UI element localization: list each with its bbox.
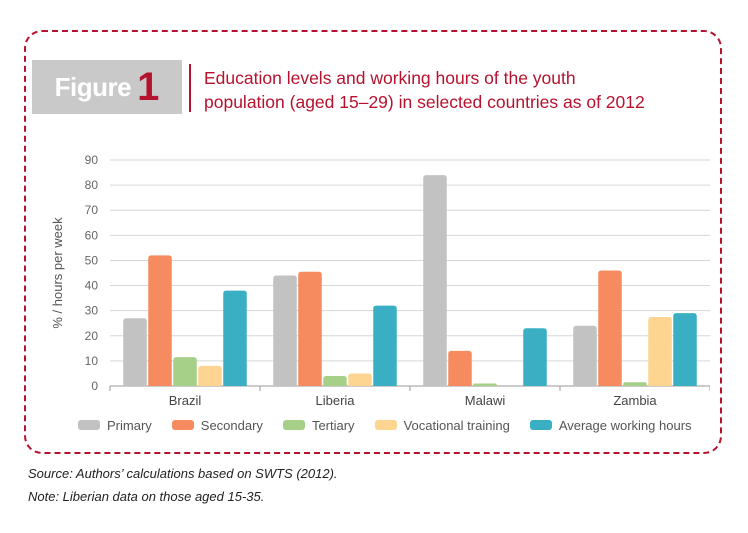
legend-item-tertiary: Tertiary — [282, 417, 355, 433]
title-divider — [189, 64, 191, 112]
legend-item-vocational-training: Vocational training — [374, 417, 510, 433]
legend-swatch-tertiary — [282, 420, 305, 430]
bar-liberia-tertiary — [323, 375, 347, 386]
y-tick-label-90: 90 — [85, 153, 99, 167]
bar-brazil-tertiary — [173, 357, 197, 386]
bar-zambia-tertiary — [623, 382, 647, 386]
bar-chart: 0 10 20 30 40 50 60 70 80 90 % / hours per week Bra… — [40, 148, 710, 448]
data-note: Note: Liberian data on those aged 15-35. — [28, 489, 265, 504]
y-tick-label-0: 0 — [91, 379, 98, 393]
x-tick-label-zambia: Zambia — [613, 393, 657, 408]
bar-malawi-tertiary — [473, 383, 497, 386]
figure-title-line-2: population (aged 15–29) in selected coun… — [204, 92, 645, 112]
legend-label-average-working-hours: Average working hours — [558, 417, 692, 433]
bar-malawi-primary — [423, 175, 447, 386]
legend-swatch-vocational-training — [374, 420, 397, 430]
legend-item-average-working-hours: Average working hours — [529, 417, 692, 433]
bar-liberia-primary — [273, 275, 297, 386]
y-tick-label-40: 40 — [85, 279, 99, 293]
y-axis-label: % / hours per week — [50, 217, 65, 329]
bar-zambia-primary — [573, 325, 597, 386]
x-tick-label-brazil: Brazil — [169, 393, 202, 408]
legend-label-primary: Primary — [107, 417, 152, 433]
bar-liberia-average-working-hours — [373, 305, 397, 386]
legend-swatch-secondary — [171, 420, 194, 430]
figure-word: Figure — [54, 71, 132, 102]
x-tick-label-liberia: Liberia — [315, 393, 355, 408]
legend-label-tertiary: Tertiary — [311, 417, 355, 433]
y-tick-label-10: 10 — [85, 354, 99, 368]
figure-frame — [24, 30, 722, 454]
bar-zambia-vocational-training — [648, 316, 672, 386]
legend-item-secondary: Secondary — [171, 417, 263, 433]
y-tick-label-50: 50 — [85, 253, 99, 267]
bar-brazil-primary — [123, 318, 147, 386]
legend-label-vocational-training: Vocational training — [403, 417, 510, 433]
figure-label: Figure 1 — [32, 60, 182, 114]
figure-number: 1 — [137, 64, 160, 109]
bar-liberia-secondary — [298, 271, 322, 386]
bar-liberia-vocational-training — [348, 373, 372, 386]
bar-zambia-secondary — [598, 270, 622, 386]
bar-brazil-vocational-training — [198, 365, 222, 386]
y-tick-label-20: 20 — [85, 329, 99, 343]
chart-legend: Primary Secondary Tertiary Vocational train… — [78, 414, 718, 436]
legend-swatch-primary — [78, 420, 100, 430]
y-tick-label-60: 60 — [85, 228, 99, 242]
y-tick-label-30: 30 — [85, 304, 99, 318]
chart-canvas: 0 10 20 30 40 50 60 70 80 90 % / hours per week Bra… — [50, 153, 710, 408]
bar-brazil-average-working-hours — [223, 290, 247, 386]
bar-brazil-secondary — [148, 255, 172, 386]
figure-title-line-1: Education levels and working hours of th… — [204, 68, 576, 88]
legend-swatch-average-working-hours — [529, 420, 552, 430]
y-tick-label-70: 70 — [85, 203, 99, 217]
legend-label-secondary: Secondary — [200, 417, 263, 433]
source-note: Source: Authors’ calculations based on S… — [28, 466, 338, 481]
legend-item-primary: Primary — [78, 418, 152, 433]
x-tick-label-malawi: Malawi — [465, 393, 506, 408]
figure-title: Education levels and working hours of th… — [204, 66, 714, 114]
bar-zambia-average-working-hours — [673, 313, 697, 386]
bar-malawi-secondary — [448, 350, 472, 386]
y-tick-label-80: 80 — [85, 178, 99, 192]
bar-malawi-average-working-hours — [523, 328, 547, 386]
